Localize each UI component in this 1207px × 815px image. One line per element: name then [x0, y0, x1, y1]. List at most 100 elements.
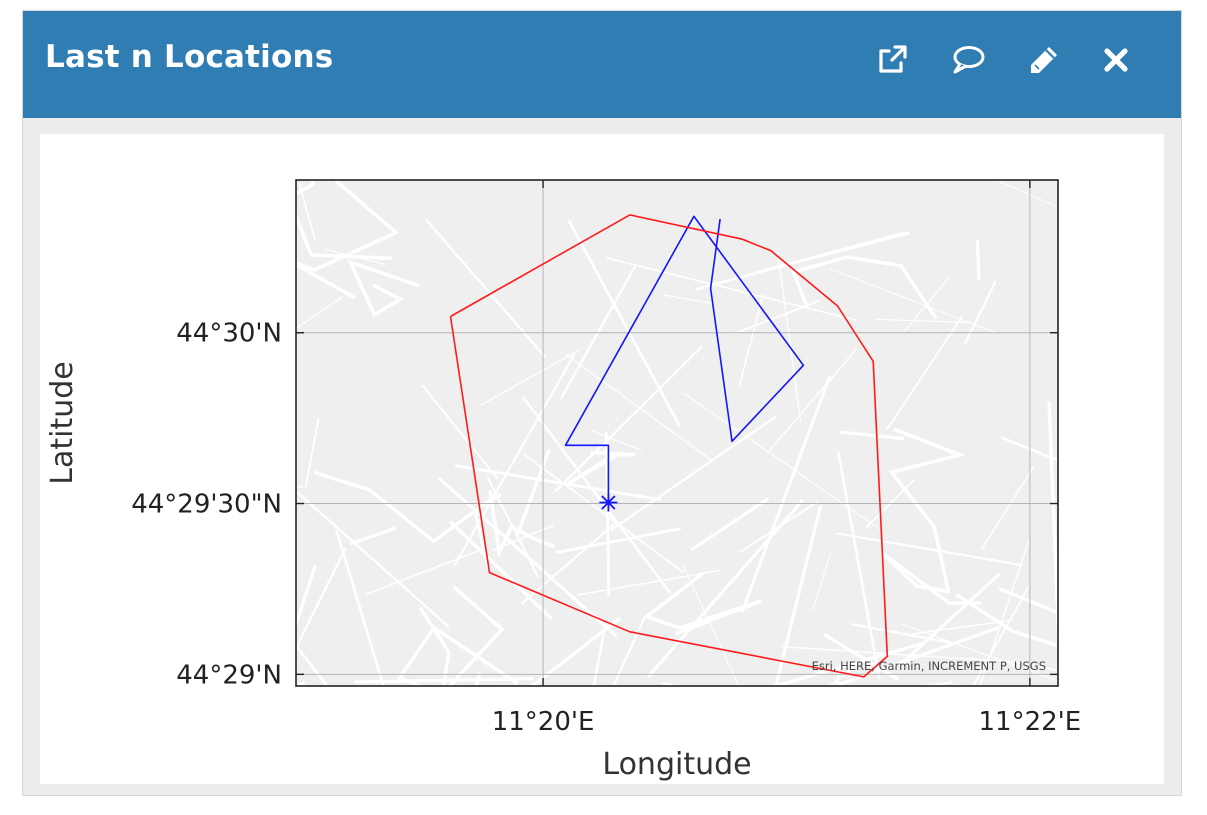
street — [812, 551, 832, 611]
street — [520, 520, 619, 605]
street — [605, 256, 858, 322]
street — [781, 645, 1019, 664]
basemap-streets — [296, 180, 1058, 686]
street — [1018, 662, 1058, 671]
street — [681, 562, 740, 686]
main-road — [296, 180, 400, 300]
x-axis-label: Longitude — [602, 747, 751, 782]
axes-frame — [295, 179, 1059, 687]
street — [296, 491, 450, 628]
widget-panel: Last n Locations — [22, 10, 1182, 796]
street — [298, 182, 317, 242]
chart-area: Esri, HERE, Garmin, INCREMENT P, USGS 11°… — [40, 134, 1164, 784]
street — [296, 295, 344, 330]
main-road — [567, 450, 636, 485]
street — [576, 569, 721, 596]
street — [830, 626, 1000, 686]
x-tick-label: 11°20'E — [492, 707, 595, 737]
street — [647, 499, 804, 678]
street — [296, 547, 347, 651]
street — [421, 384, 499, 480]
street — [823, 632, 899, 681]
street — [454, 464, 662, 502]
main-road — [347, 259, 420, 318]
main-road — [955, 593, 1058, 648]
street — [365, 547, 486, 596]
street — [529, 617, 621, 686]
street — [521, 396, 672, 595]
main-road — [791, 255, 938, 320]
street — [777, 252, 802, 422]
street — [612, 616, 646, 686]
street — [523, 453, 685, 574]
street — [898, 572, 1002, 667]
open-external-button[interactable] — [871, 39, 913, 81]
street — [610, 415, 777, 532]
street — [836, 450, 881, 680]
street — [979, 539, 1030, 686]
street — [851, 623, 951, 644]
street — [885, 316, 963, 431]
street — [474, 513, 490, 570]
series-layer — [449, 214, 889, 678]
y-tick-label: 44°29'30"N — [131, 490, 282, 520]
street — [296, 645, 330, 686]
street — [480, 349, 580, 406]
street — [738, 293, 765, 387]
street — [980, 465, 1035, 550]
y-axis-label: Latitude — [45, 361, 80, 484]
track-line — [564, 215, 805, 503]
street — [349, 526, 397, 546]
street — [567, 219, 681, 427]
widget-title: Last n Locations — [45, 39, 334, 75]
street — [975, 239, 981, 281]
street — [590, 429, 642, 452]
close-button[interactable] — [1095, 39, 1137, 81]
main-road — [296, 180, 392, 261]
street — [304, 417, 320, 488]
map-attribution: Esri, HERE, Garmin, INCREMENT P, USGS — [812, 659, 1046, 673]
external-link-icon — [879, 45, 907, 73]
street — [453, 353, 576, 567]
street — [296, 565, 317, 630]
start-marker — [599, 493, 618, 512]
street — [1000, 436, 1058, 462]
main-road — [396, 625, 519, 686]
main-road — [488, 490, 555, 558]
street — [565, 353, 713, 462]
y-tick-label: 44°30'N — [176, 319, 282, 349]
street — [662, 682, 680, 686]
speech-bubble-icon — [953, 46, 985, 74]
comment-button[interactable] — [947, 39, 989, 81]
boundary-line — [449, 214, 889, 678]
widget-header: Last n Locations — [23, 11, 1181, 118]
street — [555, 527, 682, 555]
street — [835, 532, 1024, 567]
street — [740, 375, 832, 614]
street — [559, 263, 638, 400]
main-road — [888, 427, 966, 593]
street — [554, 345, 703, 493]
street — [774, 505, 823, 686]
y-tick-label: 44°29'N — [176, 660, 282, 690]
x-tick-label: 11°22'E — [978, 707, 1081, 737]
pencil-icon — [1031, 47, 1057, 73]
street — [448, 520, 553, 620]
street — [875, 318, 971, 324]
street — [829, 268, 996, 333]
basemap — [296, 180, 1058, 686]
street — [690, 497, 770, 552]
street — [662, 294, 712, 304]
street — [768, 349, 857, 452]
street — [334, 529, 385, 686]
main-road — [313, 470, 503, 544]
street — [997, 180, 1058, 208]
street — [839, 430, 905, 441]
street — [437, 476, 618, 638]
street — [828, 662, 859, 686]
main-road — [879, 549, 982, 605]
street — [515, 448, 551, 536]
map-chart[interactable]: Esri, HERE, Garmin, INCREMENT P, USGS 11°… — [40, 134, 1164, 784]
close-icon — [1104, 48, 1128, 72]
edit-button[interactable] — [1023, 39, 1065, 81]
